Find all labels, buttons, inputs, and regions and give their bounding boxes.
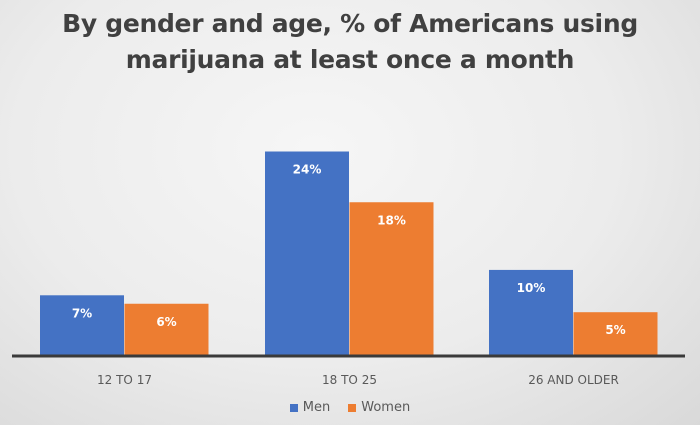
- x-tick-label: 26 AND OLDER: [528, 373, 619, 387]
- x-tick-label: 18 TO 25: [322, 373, 377, 387]
- bar-women-3: [573, 312, 658, 355]
- legend-label-men: Men: [302, 400, 331, 415]
- data-label-women-1: 6%: [156, 315, 176, 329]
- x-tick-label: 12 TO 17: [97, 373, 152, 387]
- data-label-men-2: 24%: [293, 163, 322, 177]
- chart-title: By gender and age, % of Americans using …: [0, 6, 700, 78]
- data-label-men-3: 10%: [517, 281, 546, 295]
- bar-men-3: [489, 269, 573, 355]
- legend-swatch-women: [348, 403, 357, 412]
- bar-women-2: [349, 202, 434, 355]
- chart-title-line-2: marijuana at least once a month: [125, 45, 575, 74]
- data-label-women-2: 18%: [377, 213, 406, 227]
- x-tick-labels: 12 TO 17 18 TO 25 26 AND OLDER: [97, 373, 619, 387]
- legend-item-women: Women: [348, 400, 410, 415]
- bar-women-1: [124, 303, 209, 355]
- legend: Men Women: [0, 400, 700, 415]
- bar-men-1: [40, 295, 124, 355]
- data-label-women-3: 5%: [605, 323, 625, 337]
- legend-item-men: Men: [289, 400, 331, 415]
- data-label-men-1: 7%: [72, 306, 92, 320]
- chart-title-line-1: By gender and age, % of Americans using: [62, 9, 638, 38]
- bar-men-2: [265, 151, 349, 355]
- legend-swatch-men: [289, 403, 298, 412]
- legend-label-women: Women: [361, 400, 411, 415]
- bars-group: 7% 24% 10% 6% 18% 5%: [40, 151, 658, 355]
